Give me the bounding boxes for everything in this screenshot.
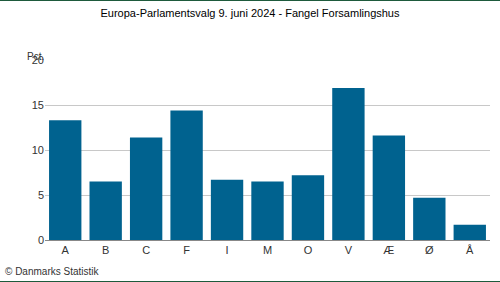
svg-text:V: V — [345, 244, 353, 256]
svg-text:A: A — [62, 244, 70, 256]
svg-text:Ø: Ø — [425, 244, 434, 256]
svg-text:B: B — [102, 244, 109, 256]
svg-text:0: 0 — [38, 234, 44, 246]
svg-text:I: I — [226, 244, 229, 256]
svg-text:Å: Å — [466, 244, 474, 256]
svg-text:15: 15 — [32, 99, 44, 111]
svg-text:C: C — [142, 244, 150, 256]
svg-text:10: 10 — [32, 144, 44, 156]
svg-text:© Danmarks Statistik: © Danmarks Statistik — [5, 266, 100, 277]
svg-text:20: 20 — [32, 54, 44, 66]
svg-text:Pct.: Pct. — [27, 51, 44, 62]
svg-text:M: M — [263, 244, 272, 256]
svg-text:Europa-Parlamentsvalg 9. juni: Europa-Parlamentsvalg 9. juni 2024 - Fan… — [101, 7, 400, 19]
svg-text:Æ: Æ — [383, 244, 394, 256]
svg-text:5: 5 — [38, 189, 44, 201]
svg-text:O: O — [304, 244, 313, 256]
svg-text:F: F — [183, 244, 190, 256]
